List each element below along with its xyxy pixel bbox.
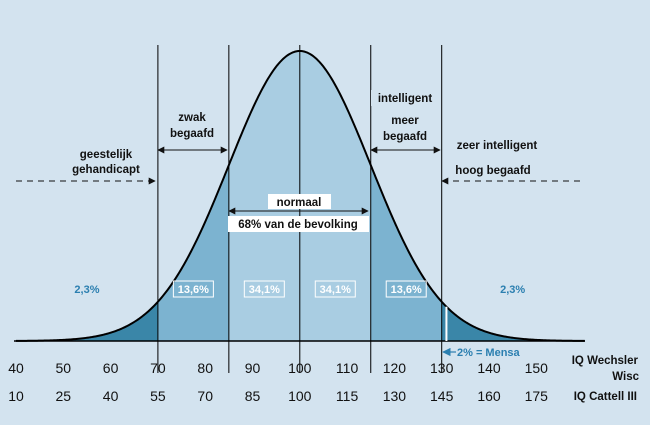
- pct-label-1: 2,3%: [74, 284, 99, 296]
- wechsler-tick-50: 50: [56, 360, 72, 376]
- pct-label-3: 34,1%: [249, 284, 280, 296]
- label-gehandicapt: gehandicapt: [72, 164, 140, 176]
- pct-label-4: 34,1%: [320, 284, 351, 296]
- wechsler-tick-labels: 40 50 60 70 80 90 100 110 120 130 140 150: [8, 360, 548, 376]
- cattell-tick-130: 130: [383, 388, 407, 404]
- label-geestelijk: geestelijk: [80, 149, 133, 161]
- wechsler-tick-150: 150: [525, 360, 549, 376]
- wechsler-tick-130: 130: [430, 360, 454, 376]
- x-axis-label-wisc: Wisc: [612, 371, 639, 383]
- cattell-tick-100: 100: [288, 388, 312, 404]
- label-intelligent: intelligent: [378, 93, 432, 105]
- cattell-tick-40: 40: [103, 388, 119, 404]
- cattell-tick-115: 115: [336, 388, 359, 404]
- x-axis-label-wechsler: IQ Wechsler: [572, 355, 639, 367]
- normaal-sub-label-bg: [228, 216, 369, 232]
- label-zeer-intelligent: zeer intelligent: [457, 140, 538, 152]
- pct-label-6: 2,3%: [500, 284, 525, 296]
- wechsler-tick-70: 70: [150, 360, 166, 376]
- label-zwak-begaafd: begaafd: [170, 128, 214, 140]
- cattell-tick-55: 55: [150, 388, 166, 404]
- label-68-procent: 68% van de bevolking: [238, 219, 358, 231]
- wechsler-tick-140: 140: [477, 360, 501, 376]
- intelligent-label-bg: [371, 90, 439, 106]
- pct-box-4: [314, 280, 356, 298]
- wechsler-tick-60: 60: [103, 360, 119, 376]
- wechsler-tick-120: 120: [383, 360, 407, 376]
- segment-area-1: [16, 301, 158, 341]
- pct-label-2: 13,6%: [178, 284, 209, 296]
- cattell-tick-25: 25: [56, 388, 72, 404]
- normaal-label-bg: [268, 194, 331, 209]
- label-mensa: 2% = Mensa: [457, 347, 521, 359]
- wechsler-tick-40: 40: [8, 360, 24, 376]
- pct-box-3: [243, 280, 285, 298]
- cattell-tick-labels: 10 25 40 55 70 85 100 115 130 145 160 175: [8, 388, 548, 404]
- cattell-tick-175: 175: [525, 388, 549, 404]
- cattell-tick-145: 145: [430, 388, 454, 404]
- distribution-curve: [16, 49, 585, 342]
- cattell-tick-85: 85: [245, 388, 261, 404]
- label-meer: meer: [391, 115, 419, 127]
- pct-box-5: [385, 280, 427, 298]
- percentage-labels: 2,3% 13,6% 34,1% 34,1% 13,6% 2,3%: [74, 280, 525, 298]
- wechsler-tick-100: 100: [288, 360, 312, 376]
- pct-box-2: [172, 280, 214, 298]
- wechsler-tick-80: 80: [197, 360, 213, 376]
- label-normaal: normaal: [277, 197, 322, 209]
- x-axis-label-cattell: IQ Cattell III: [574, 391, 637, 403]
- wechsler-tick-90: 90: [245, 360, 261, 376]
- pct-label-5: 13,6%: [391, 284, 422, 296]
- cattell-tick-70: 70: [197, 388, 213, 404]
- label-hoog-begaafd: hoog begaafd: [455, 165, 530, 177]
- meer-label-bg: [374, 111, 436, 145]
- segment-area-6: [441, 301, 584, 341]
- cattell-tick-10: 10: [8, 388, 24, 404]
- label-meer-begaafd: begaafd: [383, 131, 427, 143]
- label-zwak: zwak: [178, 112, 206, 124]
- cattell-tick-160: 160: [477, 388, 501, 404]
- wechsler-tick-110: 110: [336, 360, 359, 376]
